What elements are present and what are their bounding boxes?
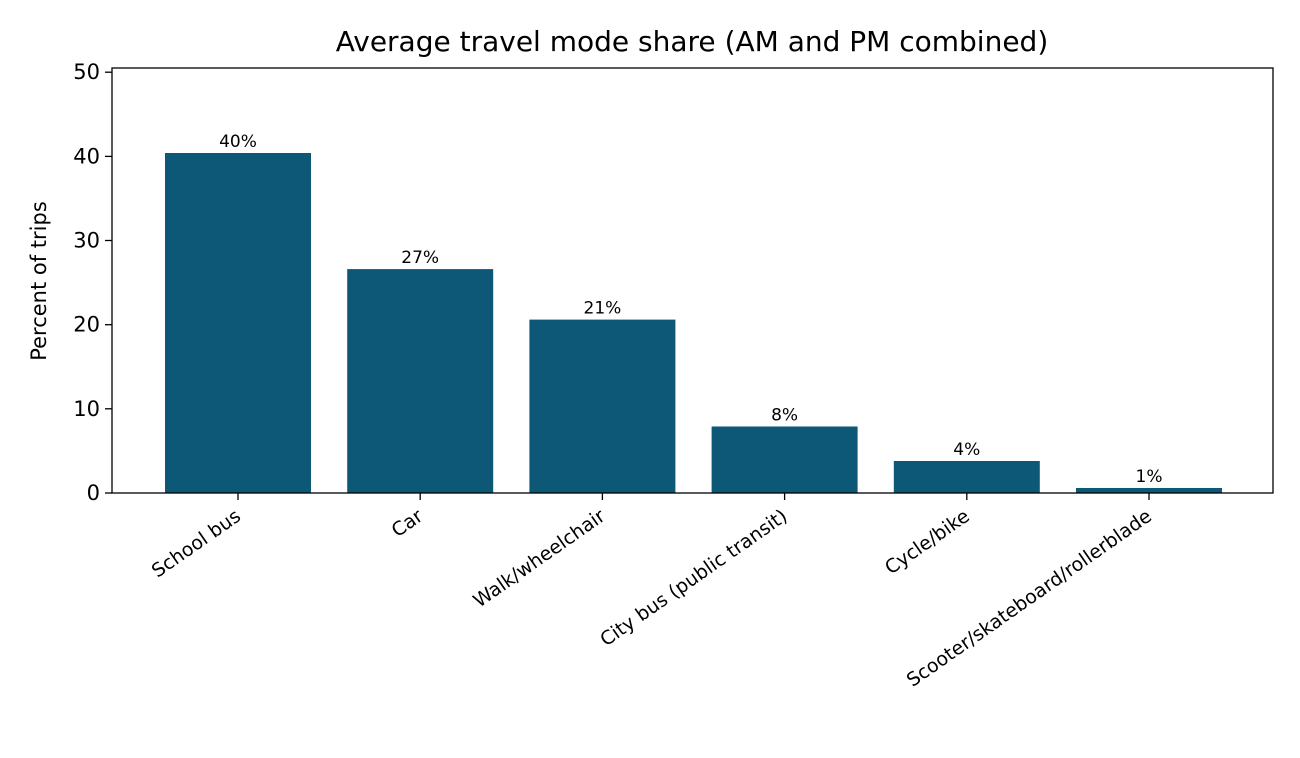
data-label: 40% xyxy=(219,132,257,152)
data-label: 4% xyxy=(953,440,980,460)
plot-area: 40% 27% 21% 8% 4% 1% 0 10 20 30 40 50 School bus Car W… xyxy=(73,60,1274,691)
x-tick-label: School bus xyxy=(148,505,245,582)
y-tick-label: 0 xyxy=(87,481,100,505)
chart-title: Average travel mode share (AM and PM com… xyxy=(336,25,1049,58)
bar xyxy=(529,319,676,493)
data-label: 8% xyxy=(771,406,798,426)
y-axis-label: Percent of trips xyxy=(27,201,51,361)
y-tick-label: 20 xyxy=(73,313,100,337)
bar xyxy=(1076,488,1222,493)
x-tick-label: Walk/wheelchair xyxy=(469,505,609,612)
bar xyxy=(165,153,311,493)
y-tick-label: 50 xyxy=(73,60,100,84)
data-label: 27% xyxy=(401,248,439,268)
y-tick-label: 10 xyxy=(73,397,100,421)
x-tick-label: Cycle/bike xyxy=(881,505,974,579)
x-tick-label: Car xyxy=(388,505,428,542)
bar xyxy=(711,426,858,493)
bar xyxy=(347,269,494,493)
y-tick-label: 40 xyxy=(73,144,100,168)
axes-frame xyxy=(111,67,1274,494)
data-label: 1% xyxy=(1136,467,1163,487)
y-tick-label: 30 xyxy=(73,229,100,253)
x-tick-label: City bus (public transit) xyxy=(596,505,791,651)
bar xyxy=(893,461,1040,493)
data-label: 21% xyxy=(584,299,622,319)
